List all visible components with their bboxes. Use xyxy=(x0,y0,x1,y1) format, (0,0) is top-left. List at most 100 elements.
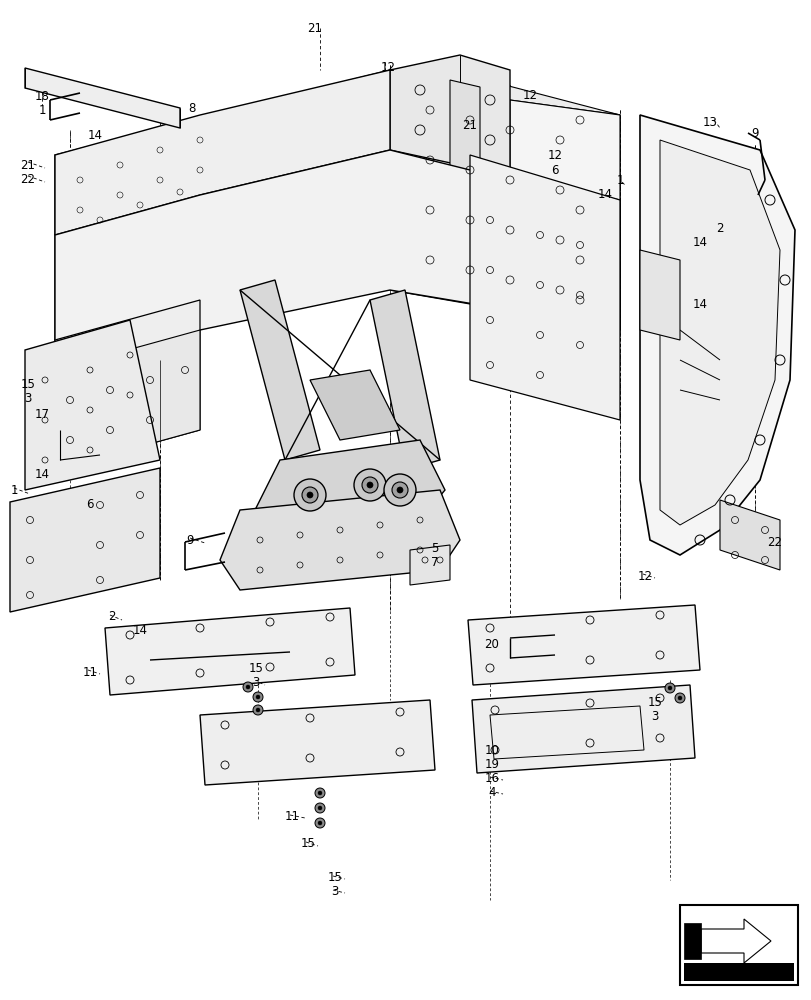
Circle shape xyxy=(397,487,402,493)
Text: 14: 14 xyxy=(692,236,706,249)
Text: 3: 3 xyxy=(24,392,32,406)
Polygon shape xyxy=(389,55,509,180)
Text: 6: 6 xyxy=(551,164,558,177)
Text: 15: 15 xyxy=(248,662,263,674)
Text: 8: 8 xyxy=(188,102,195,115)
Polygon shape xyxy=(55,300,200,470)
Polygon shape xyxy=(55,70,389,235)
Text: 18: 18 xyxy=(35,90,49,103)
Circle shape xyxy=(318,806,322,810)
Polygon shape xyxy=(449,80,479,175)
Circle shape xyxy=(367,482,372,488)
Bar xyxy=(679,905,797,985)
Text: 9: 9 xyxy=(750,127,757,140)
Text: 14: 14 xyxy=(132,624,148,638)
Text: 14: 14 xyxy=(692,298,706,312)
Text: 5: 5 xyxy=(431,542,438,554)
Text: 12: 12 xyxy=(637,570,652,582)
Polygon shape xyxy=(471,685,694,773)
Text: 14: 14 xyxy=(34,468,49,482)
Polygon shape xyxy=(105,608,354,695)
Polygon shape xyxy=(200,700,435,785)
Polygon shape xyxy=(467,605,699,685)
Circle shape xyxy=(362,477,378,493)
Text: 21: 21 xyxy=(462,119,477,132)
Circle shape xyxy=(667,686,672,690)
Circle shape xyxy=(255,695,260,699)
Circle shape xyxy=(677,696,681,700)
Text: 13: 13 xyxy=(702,116,717,129)
Text: 4: 4 xyxy=(487,786,496,799)
Text: 19: 19 xyxy=(484,758,499,772)
Polygon shape xyxy=(410,545,449,585)
Polygon shape xyxy=(240,280,320,460)
Circle shape xyxy=(246,685,250,689)
Circle shape xyxy=(392,482,407,498)
Circle shape xyxy=(255,708,260,712)
Text: 14: 14 xyxy=(88,129,102,142)
Polygon shape xyxy=(509,100,620,330)
Text: 14: 14 xyxy=(597,188,611,202)
Circle shape xyxy=(315,818,324,828)
Polygon shape xyxy=(310,370,400,440)
Text: 15: 15 xyxy=(327,871,342,884)
Polygon shape xyxy=(639,115,794,555)
Circle shape xyxy=(664,683,674,693)
Text: 11: 11 xyxy=(284,810,299,823)
Text: 20: 20 xyxy=(484,639,499,652)
Polygon shape xyxy=(639,250,679,340)
Text: 7: 7 xyxy=(431,556,438,568)
Text: 1: 1 xyxy=(38,104,45,117)
Polygon shape xyxy=(370,290,440,470)
Circle shape xyxy=(294,479,325,511)
Text: 9: 9 xyxy=(186,534,194,546)
Text: 15: 15 xyxy=(20,378,36,391)
Circle shape xyxy=(384,474,415,506)
Polygon shape xyxy=(470,155,620,420)
Text: 22: 22 xyxy=(766,536,782,548)
Polygon shape xyxy=(10,468,160,612)
Circle shape xyxy=(307,492,312,498)
Polygon shape xyxy=(719,500,779,570)
Polygon shape xyxy=(25,320,160,490)
Text: 10: 10 xyxy=(484,744,499,758)
Text: 16: 16 xyxy=(484,772,499,785)
Circle shape xyxy=(354,469,385,501)
Text: 1: 1 xyxy=(11,484,18,496)
Circle shape xyxy=(302,487,318,503)
Circle shape xyxy=(315,788,324,798)
Text: 12: 12 xyxy=(521,89,537,102)
Text: 12: 12 xyxy=(547,149,562,162)
Polygon shape xyxy=(55,70,509,340)
Text: 1: 1 xyxy=(616,174,623,187)
Circle shape xyxy=(674,693,684,703)
Circle shape xyxy=(253,692,263,702)
Polygon shape xyxy=(55,150,620,370)
Polygon shape xyxy=(255,440,444,540)
Polygon shape xyxy=(683,923,700,959)
Text: 15: 15 xyxy=(300,837,315,850)
Circle shape xyxy=(318,821,322,825)
Text: 2: 2 xyxy=(108,610,116,624)
Text: 3: 3 xyxy=(252,676,260,688)
Circle shape xyxy=(253,705,263,715)
Circle shape xyxy=(315,803,324,813)
Text: 3: 3 xyxy=(650,710,658,724)
Text: 12: 12 xyxy=(380,61,395,74)
Text: 21: 21 xyxy=(20,159,36,172)
Text: 11: 11 xyxy=(83,666,97,678)
Text: 6: 6 xyxy=(86,498,93,512)
Polygon shape xyxy=(220,490,460,590)
Circle shape xyxy=(242,682,253,692)
Polygon shape xyxy=(55,330,200,470)
Polygon shape xyxy=(659,140,779,525)
Polygon shape xyxy=(389,70,620,330)
Polygon shape xyxy=(389,70,620,115)
Bar xyxy=(683,963,793,981)
Text: 21: 21 xyxy=(307,22,322,35)
Text: 17: 17 xyxy=(34,408,49,420)
Text: 3: 3 xyxy=(331,885,338,898)
Circle shape xyxy=(318,791,322,795)
Polygon shape xyxy=(25,68,180,128)
Text: 2: 2 xyxy=(715,222,723,234)
